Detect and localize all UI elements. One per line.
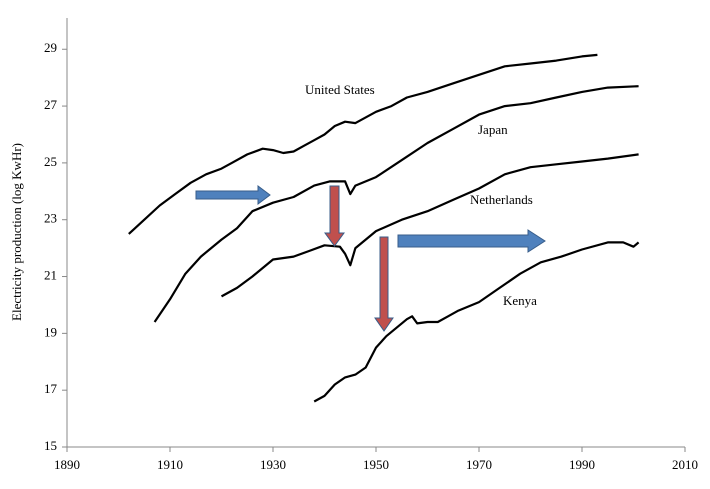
y-tick-label: 25 — [44, 154, 57, 169]
arrow-right — [397, 229, 546, 253]
series-label: Japan — [478, 122, 508, 137]
y-axis-label: Electricity production (log KwHr) — [9, 143, 24, 321]
y-tick-label: 23 — [44, 211, 57, 226]
x-tick-label: 1950 — [363, 457, 389, 472]
arrow-down — [324, 185, 345, 247]
y-tick-label: 21 — [44, 268, 57, 283]
arrow-right — [195, 185, 271, 205]
x-tick-label: 1930 — [260, 457, 286, 472]
x-tick-label: 2010 — [672, 457, 698, 472]
y-tick-label: 27 — [44, 97, 58, 112]
y-tick-label: 19 — [44, 324, 57, 339]
y-tick-label: 15 — [44, 438, 57, 453]
series-line — [313, 241, 640, 403]
x-tick-label: 1910 — [157, 457, 183, 472]
x-tick-label: 1890 — [54, 457, 80, 472]
series-label: Kenya — [503, 293, 537, 308]
series-line — [128, 53, 598, 235]
plot-area: 15 17 19 21 23 25 27 29 1890 1910 1930 1950 1970 1990… — [44, 18, 698, 472]
y-tick-label: 17 — [44, 381, 58, 396]
series-label: Netherlands — [470, 192, 533, 207]
arrow-down — [374, 236, 394, 332]
y-tick-label: 29 — [44, 40, 57, 55]
x-tick-label: 1990 — [569, 457, 595, 472]
x-tick-label: 1970 — [466, 457, 492, 472]
series-label: United States — [305, 82, 375, 97]
series-line — [153, 85, 639, 323]
series-line — [220, 153, 639, 298]
